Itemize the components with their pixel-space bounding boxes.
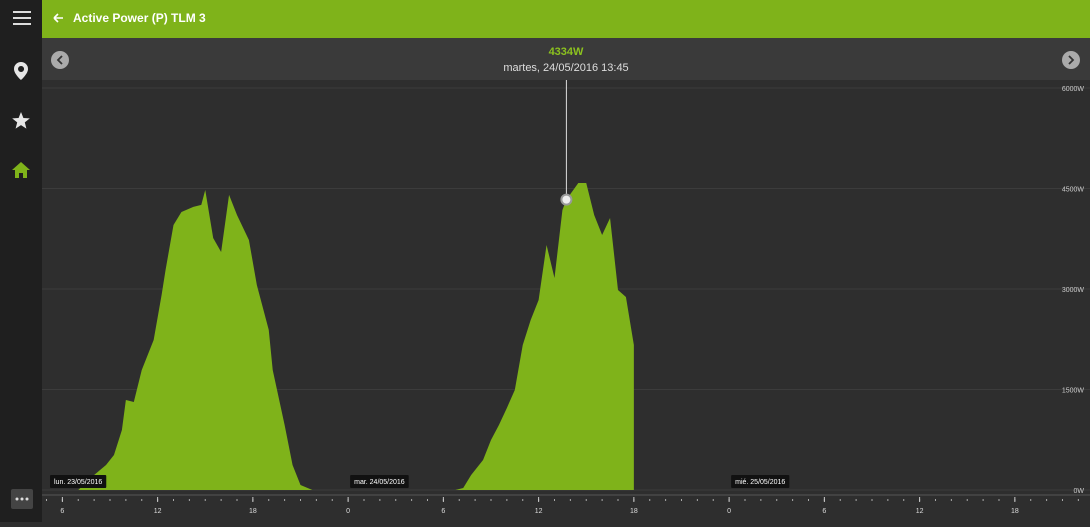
top-bar [42,0,1090,38]
y-tick-label: 6000W [1062,86,1085,93]
x-tick-label: 18 [249,508,257,515]
cursor-value: 4334W [549,46,584,58]
location-icon[interactable] [14,62,28,80]
x-tick-label: 12 [916,508,924,515]
home-icon[interactable] [12,162,30,178]
x-tick-label: 6 [822,508,826,515]
day-label-box [50,475,107,488]
x-tick-label: 0 [727,508,731,515]
next-arrow [1068,55,1075,65]
menu-button[interactable] [13,11,31,25]
y-tick-label: 1500W [1062,387,1085,394]
x-tick-label: 12 [535,508,543,515]
y-tick-label: 4500W [1062,186,1085,193]
prev-arrow [56,55,63,65]
day-label: mié. 25/05/2016 [735,479,785,486]
more-dots [15,497,29,501]
next-button[interactable] [1062,51,1080,69]
page-title: Active Power (P) TLM 3 [73,11,206,25]
x-tick-label: 6 [60,508,64,515]
favorites-icon[interactable] [12,112,30,129]
day-label: mar. 24/05/2016 [354,479,405,486]
day-label-box [731,475,790,488]
y-tick-label: 0W [1074,488,1085,495]
cursor-panel [42,38,1090,80]
x-tick-label: 18 [630,508,638,515]
area [78,182,634,490]
day-label-box [350,475,409,488]
prev-button[interactable] [51,51,69,69]
x-tick-label: 6 [441,508,445,515]
y-tick-label: 3000W [1062,287,1085,294]
x-tick-label: 18 [1011,508,1019,515]
cursor-date: martes, 24/05/2016 13:45 [503,62,628,74]
sidebar [0,0,42,522]
day-label: lun. 23/05/2016 [54,479,102,486]
back-button[interactable] [53,13,63,23]
x-tick-label: 12 [154,508,162,515]
cursor-point [560,193,573,206]
x-tick-label: 0 [346,508,350,515]
